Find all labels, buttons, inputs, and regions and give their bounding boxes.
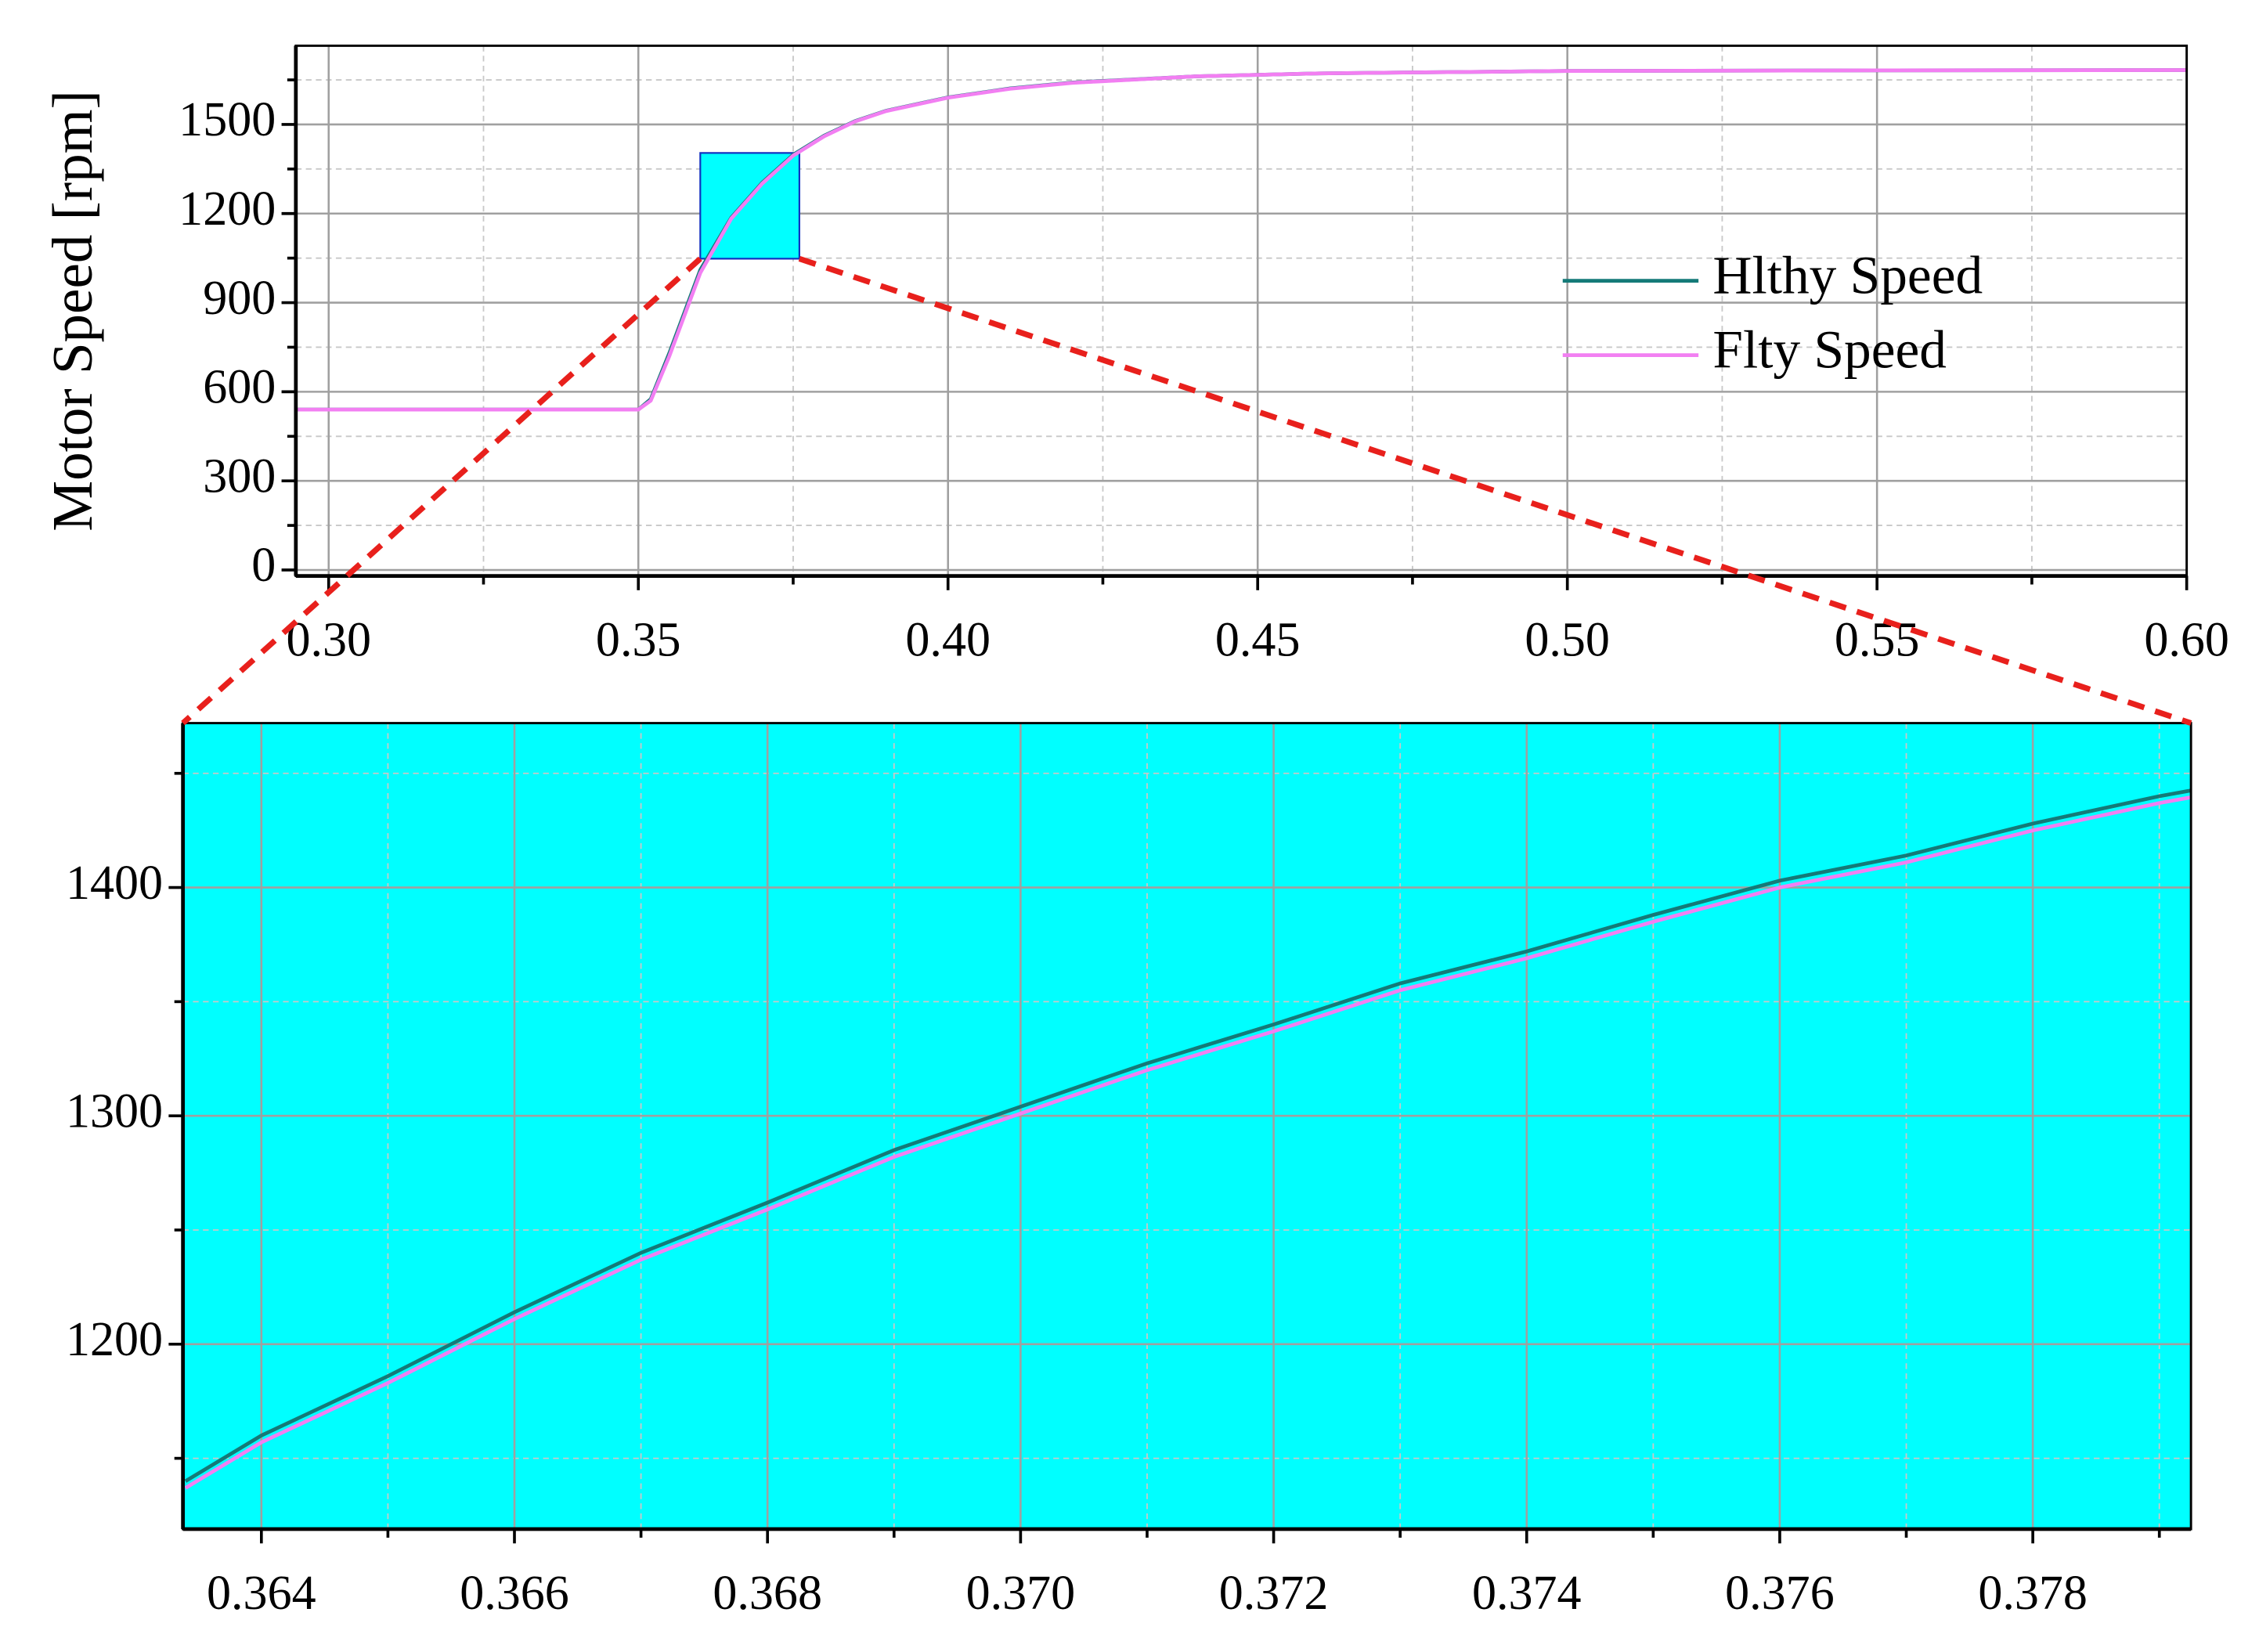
- y-tick-label: 300: [203, 449, 276, 503]
- x-tick-label: 0.35: [596, 613, 681, 666]
- x-tick-label: 0.374: [1472, 1567, 1582, 1620]
- zoom-connector: [181, 256, 702, 726]
- x-tick-label: 0.368: [713, 1567, 822, 1620]
- x-tick-label: 0.40: [905, 613, 991, 666]
- y-tick-label: 1300: [66, 1084, 163, 1138]
- x-tick-label: 0.50: [1525, 613, 1610, 666]
- x-tick-label: 0.370: [966, 1567, 1076, 1620]
- zoom-connector: [798, 255, 2192, 727]
- y-tick-label: 1200: [66, 1313, 163, 1366]
- series-line: [298, 68, 2187, 412]
- legend-label: Flty Speed: [1712, 320, 1947, 381]
- legend-label: Hlthy Speed: [1712, 246, 1983, 306]
- x-tick-label: 0.372: [1219, 1567, 1329, 1620]
- plot-lines: [184, 788, 2192, 1490]
- x-tick-label: 0.378: [1978, 1567, 2088, 1620]
- x-tick-label: 0.55: [1835, 613, 1920, 666]
- x-tick-label: 0.364: [207, 1567, 316, 1620]
- plot-background: [295, 45, 2187, 576]
- y-tick-label: 1400: [66, 857, 163, 910]
- plot-lines: [298, 68, 2187, 412]
- plot-background: [182, 723, 2192, 1530]
- x-tick-label: 0.45: [1215, 613, 1301, 666]
- y-tick-label: 600: [203, 361, 276, 414]
- y-tick-label: 900: [203, 272, 276, 325]
- y-tick-label: 0: [251, 539, 276, 592]
- series-line: [184, 788, 2192, 1483]
- x-tick-label: 0.366: [460, 1567, 569, 1620]
- x-tick-label: 0.376: [1725, 1567, 1835, 1620]
- y-axis-label: Motor Speed [rpm]: [41, 90, 104, 532]
- series-line: [184, 795, 2192, 1490]
- x-tick-label: 0.30: [286, 613, 371, 666]
- y-tick-label: 1500: [179, 93, 276, 146]
- x-tick-label: 0.60: [2144, 613, 2229, 666]
- y-tick-label: 1200: [179, 182, 276, 236]
